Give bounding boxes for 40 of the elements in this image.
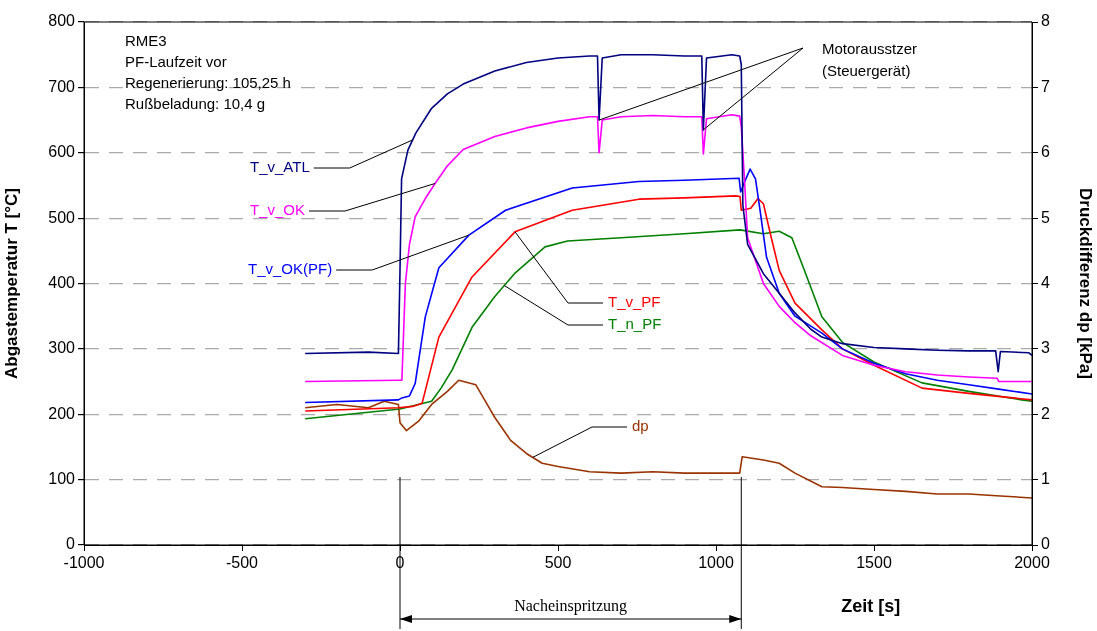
y2-tick-label: 8 (1041, 12, 1050, 30)
y2-tick-label: 1 (1041, 470, 1050, 488)
y2-tick-label: 6 (1041, 143, 1050, 161)
y-tick-label: 200 (48, 404, 76, 422)
y-tick-label: 400 (48, 273, 76, 291)
y-tick-label: 600 (48, 143, 76, 161)
annotation: RME3 (125, 32, 167, 50)
y-tick-label: 100 (48, 470, 76, 488)
y-tick-label: 0 (66, 535, 76, 553)
text: T_n_PF (608, 315, 662, 333)
x-tick-label: 1000 (698, 554, 734, 572)
y2-axis-title: Druckdifferenz dp [kPa] (1076, 188, 1096, 379)
x-tick-label: 0 (395, 554, 405, 572)
x-tick-label: -1000 (63, 554, 105, 572)
x-tick-label: 500 (544, 554, 572, 572)
text: dp (632, 417, 649, 435)
annotation: PF-Laufzeit vor (125, 53, 227, 71)
text: T_v_PF (608, 293, 661, 311)
annotation: Rußbeladung: 10,4 g (125, 95, 266, 113)
text: T_v_OK (250, 201, 306, 219)
y-tick-label: 700 (48, 77, 76, 95)
y2-tick-label: 3 (1041, 339, 1050, 357)
y2-tick-label: 0 (1041, 535, 1050, 553)
x-tick-label: 1500 (856, 554, 892, 572)
y2-tick-label: 5 (1041, 208, 1050, 226)
x-axis-title: Zeit [s] (841, 595, 901, 616)
y2-tick-label: 4 (1041, 273, 1050, 291)
x-tick-label: 2000 (1014, 554, 1050, 572)
y-tick-label: 800 (48, 12, 76, 30)
y2-tick-label: 2 (1041, 404, 1050, 422)
y-tick-label: 500 (48, 208, 76, 226)
text: Nacheinspritzung (514, 597, 628, 616)
text: T_v_OK(PF) (248, 260, 333, 278)
y-tick-label: 300 (48, 339, 76, 357)
x-tick-label: -500 (225, 554, 259, 572)
text: T_v_ATL (250, 158, 310, 176)
annotation: Motorausstzer (Steuergerät) (822, 40, 918, 80)
annotation: Regenerierung: 105,25 h (125, 74, 291, 92)
y2-tick-label: 7 (1041, 77, 1050, 95)
y-axis-title: Abgastemperatur T [°C] (1, 188, 21, 379)
